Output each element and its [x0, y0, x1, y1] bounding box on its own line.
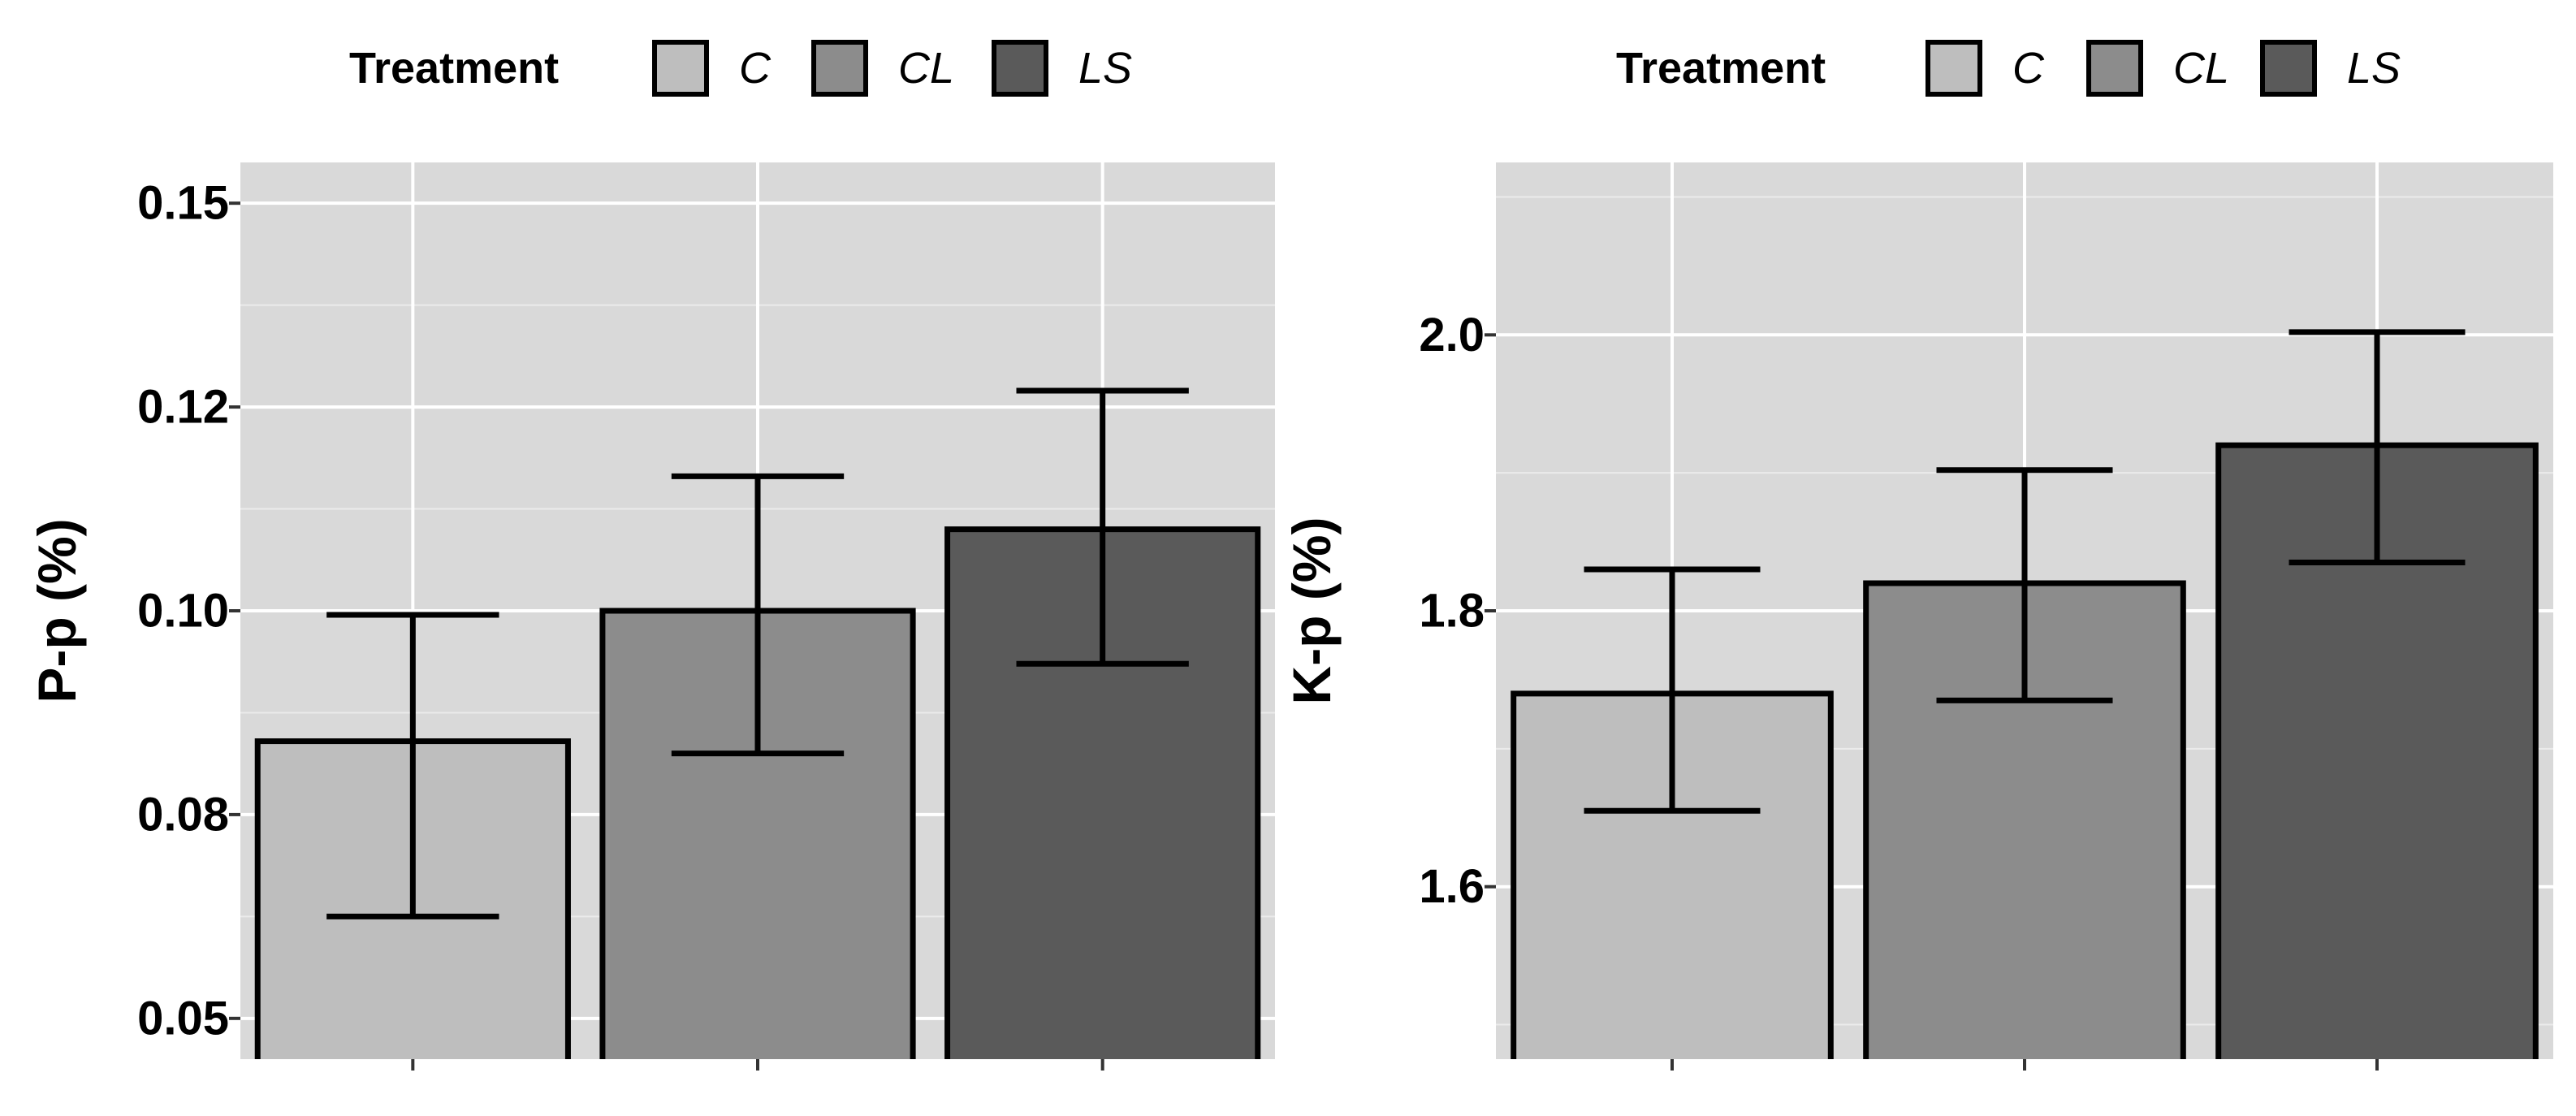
legend-label-C: C [739, 44, 772, 93]
legend: Treatment C CL LS [1616, 40, 2401, 97]
y-tick-label: 0.15 [137, 177, 229, 230]
y-tick-label: 0.08 [137, 788, 229, 841]
legend-swatch-C [652, 40, 709, 97]
legend: Treatment C CL LS [349, 40, 1132, 97]
legend-label-CL: CL [2173, 44, 2229, 93]
error-bar-CL [671, 473, 845, 757]
y-tick-label: 1.8 [1419, 585, 1485, 638]
error-bar-LS [1016, 387, 1189, 667]
legend-label-LS: LS [1078, 44, 1132, 93]
legend-title: Treatment [1616, 44, 1826, 93]
chart-panel-2: 1.6 1.8 2.0 K-p (%) Treatment C CL LS [1282, 40, 2561, 1092]
error-bar-C [1584, 566, 1761, 814]
chart-panel-1: 0.05 0.08 0.10 0.12 0.15 P-p (%) Treatment C CL L… [27, 40, 1283, 1092]
error-bar-CL [1936, 467, 2113, 703]
error-bar-C [326, 612, 499, 919]
y-tick-label: 2.0 [1419, 309, 1485, 361]
legend-swatch-LS [2260, 40, 2317, 97]
y-axis-title: P-p (%) [27, 518, 87, 703]
legend-label-LS: LS [2347, 44, 2401, 93]
legend-label-C: C [2012, 44, 2045, 93]
error-bar-LS [2289, 329, 2466, 566]
y-tick-label: 0.05 [137, 992, 229, 1045]
y-axis-title: K-p (%) [1282, 517, 1342, 705]
y-tick-label: 1.6 [1419, 860, 1485, 913]
legend-swatch-C [1926, 40, 1982, 97]
legend-title: Treatment [349, 44, 559, 93]
legend-swatch-CL [2086, 40, 2143, 97]
y-tick-label: 0.12 [137, 381, 229, 434]
legend-swatch-CL [811, 40, 868, 97]
y-tick-label: 0.10 [137, 585, 229, 638]
legend-label-CL: CL [898, 44, 954, 93]
legend-swatch-LS [992, 40, 1048, 97]
